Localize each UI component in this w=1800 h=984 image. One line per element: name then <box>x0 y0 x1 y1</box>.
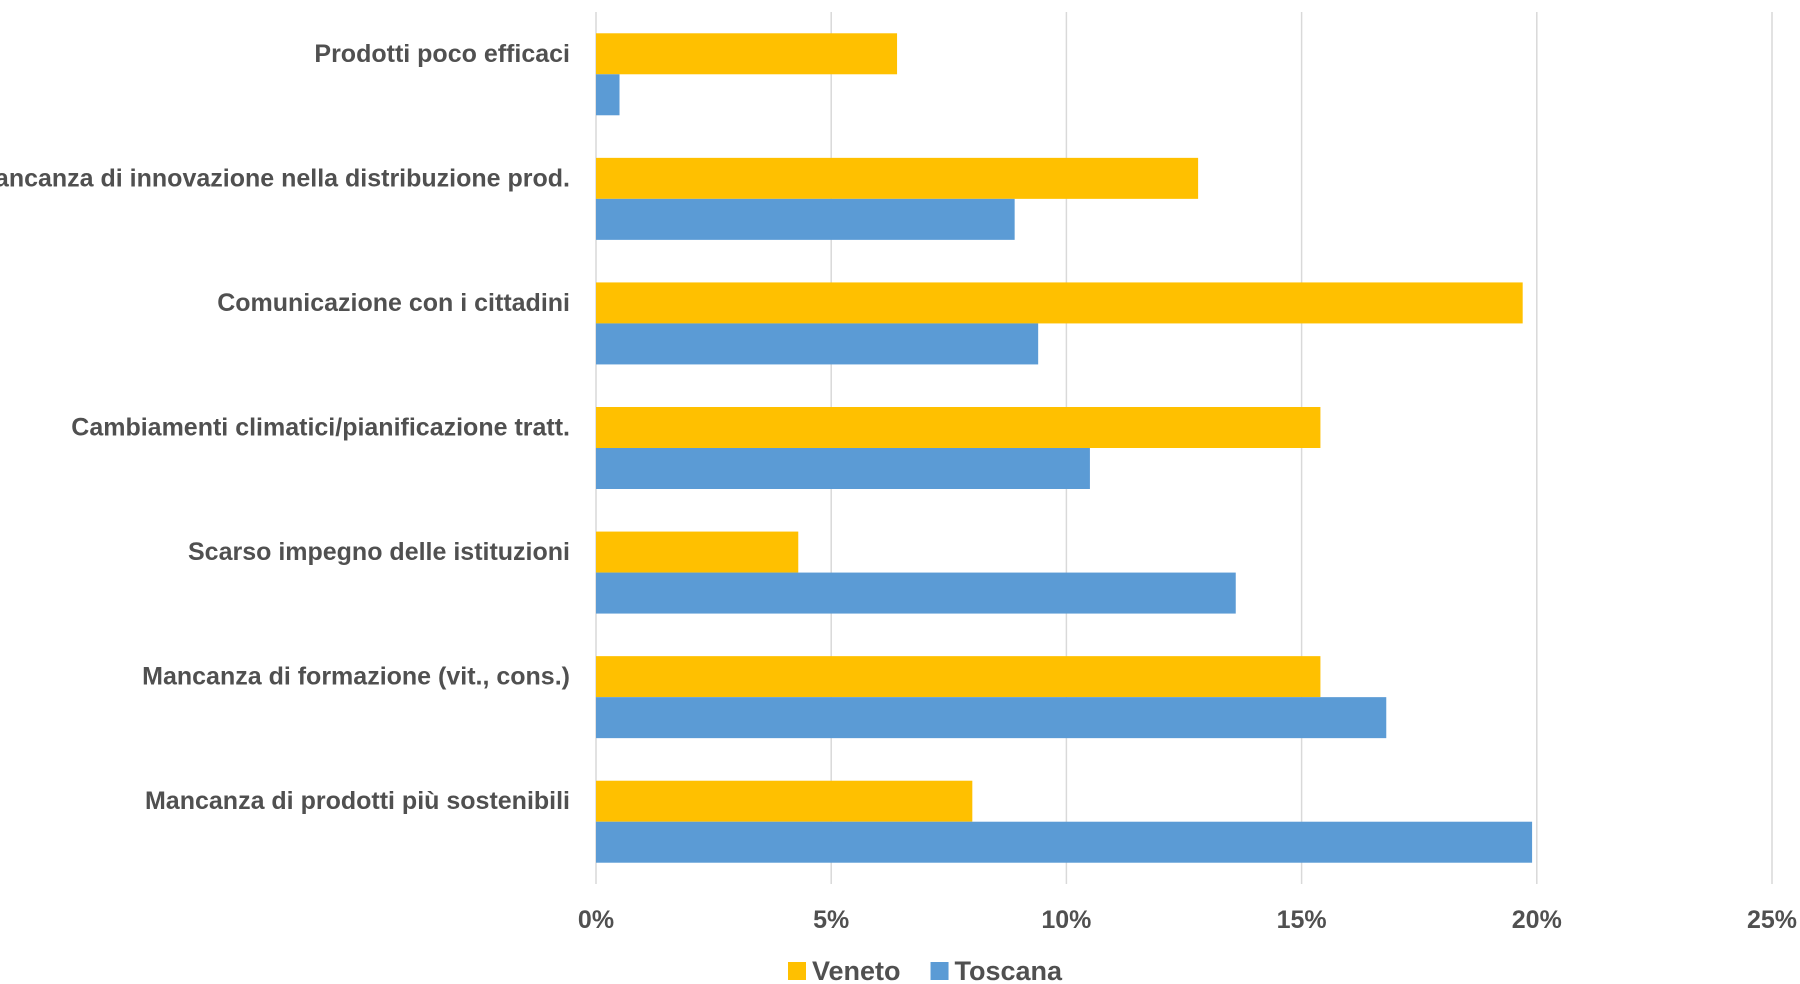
bar-veneto-5 <box>596 656 1321 698</box>
x-tick-label: 0% <box>578 906 614 934</box>
x-axis-tick-labels: 0% 5% 10% 15% 20% 25% <box>578 906 1797 934</box>
bar-veneto-3 <box>596 407 1321 448</box>
bar-toscana-1 <box>596 198 1015 240</box>
x-tick-label: 5% <box>813 906 849 934</box>
category-label: Mancanza di prodotti più sostenibili <box>145 787 570 815</box>
bar-veneto-6 <box>596 780 973 822</box>
x-tick-label: 25% <box>1747 906 1797 934</box>
bar-toscana-4 <box>596 572 1236 614</box>
category-label: Mancanza di innovazione nella distribuzi… <box>0 164 570 192</box>
bar-veneto-0 <box>596 33 898 75</box>
bar-toscana-0 <box>596 74 620 116</box>
x-tick-label: 20% <box>1512 906 1562 934</box>
bar-toscana-2 <box>596 323 1039 365</box>
category-label: Comunicazione con i cittadini <box>217 289 570 317</box>
x-tick-label: 10% <box>1041 906 1091 934</box>
legend-swatch-toscana <box>930 962 949 980</box>
bar-toscana-6 <box>596 821 1533 863</box>
category-label: Cambiamenti climatici/pianificazione tra… <box>71 414 570 442</box>
category-label: Mancanza di formazione (vit., cons.) <box>142 663 570 691</box>
legend-label-toscana: Toscana <box>955 956 1064 984</box>
category-labels: Prodotti poco efficaci Mancanza di innova… <box>0 40 570 815</box>
bar-toscana-5 <box>596 697 1387 739</box>
legend: Veneto Toscana <box>788 956 1063 984</box>
bar-veneto-1 <box>596 157 1199 199</box>
bar-veneto-2 <box>596 282 1523 324</box>
bars <box>596 33 1533 863</box>
x-tick-label: 15% <box>1277 906 1327 934</box>
bar-veneto-4 <box>596 531 799 573</box>
category-label: Scarso impegno delle istituzioni <box>188 538 570 566</box>
bar-toscana-3 <box>596 448 1090 489</box>
legend-label-veneto: Veneto <box>812 956 901 984</box>
legend-swatch-veneto <box>788 962 806 980</box>
category-label: Prodotti poco efficaci <box>314 40 570 68</box>
